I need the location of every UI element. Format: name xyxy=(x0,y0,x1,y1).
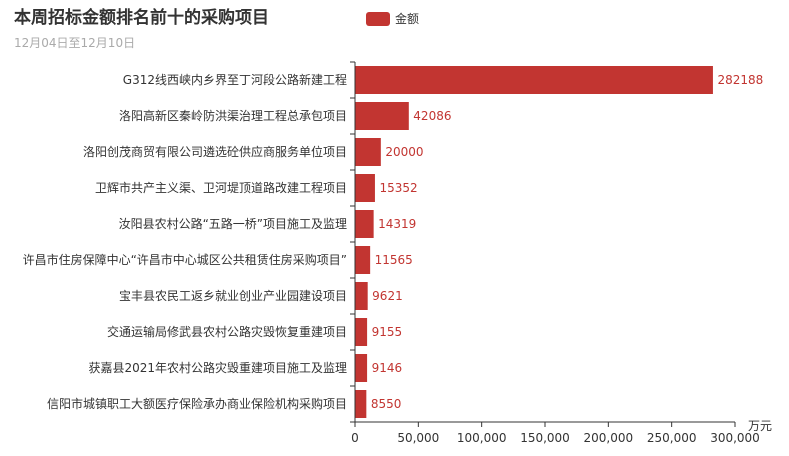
chart-subtitle: 12月04日至12月10日 xyxy=(14,36,135,50)
value-label: 282188 xyxy=(717,73,763,87)
bar[interactable] xyxy=(355,66,713,94)
category-label: 洛阳高新区秦岭防洪渠治理工程总承包项目 xyxy=(119,108,347,123)
x-tick-label: 300,000 xyxy=(710,431,760,445)
bar[interactable] xyxy=(355,282,368,310)
value-label: 8550 xyxy=(371,397,402,411)
category-label: 宝丰县农民工返乡就业创业产业园建设项目 xyxy=(119,289,347,303)
chart-title: 本周招标金额排名前十的采购项目 xyxy=(14,7,269,28)
bar[interactable] xyxy=(355,390,367,418)
value-label: 20000 xyxy=(385,145,423,159)
bar[interactable] xyxy=(355,102,409,130)
category-label: 许昌市住房保障中心“许昌市中心城区公共租赁住房采购项目” xyxy=(23,252,347,267)
bar[interactable] xyxy=(355,138,381,166)
value-label: 11565 xyxy=(375,253,413,267)
category-label: 卫辉市共产主义渠、卫河堤顶道路改建工程项目 xyxy=(95,180,347,195)
x-tick-label: 250,000 xyxy=(647,431,697,445)
value-label: 42086 xyxy=(413,109,451,123)
x-axis-name: 万元 xyxy=(748,419,772,433)
bar[interactable] xyxy=(355,318,368,346)
legend[interactable]: 金额 xyxy=(366,11,419,26)
category-label: G312线西峡内乡界至丁河段公路新建工程 xyxy=(123,72,347,87)
x-tick-label: 0 xyxy=(351,431,359,445)
value-label: 14319 xyxy=(378,217,416,231)
category-label: 获嘉县2021年农村公路灾毁重建项目施工及监理 xyxy=(88,360,347,375)
value-label: 9155 xyxy=(372,325,403,339)
x-tick-label: 50,000 xyxy=(397,431,439,445)
legend-label: 金额 xyxy=(395,11,419,26)
legend-swatch xyxy=(366,12,390,26)
x-tick-label: 150,000 xyxy=(520,431,570,445)
value-label: 15352 xyxy=(379,181,417,195)
x-tick-label: 100,000 xyxy=(457,431,507,445)
category-label: 信阳市城镇职工大额医疗保险承办商业保险机构采购项目 xyxy=(47,396,347,411)
bar[interactable] xyxy=(355,354,368,382)
category-label: 交通运输局修武县农村公路灾毁恢复重建项目 xyxy=(107,324,347,339)
value-label: 9146 xyxy=(372,361,403,375)
category-label: 洛阳创茂商贸有限公司遴选砼供应商服务单位项目 xyxy=(83,144,347,159)
x-tick-label: 200,000 xyxy=(584,431,634,445)
value-label: 9621 xyxy=(372,289,403,303)
plot-area: 0 50,000 100,000 150,000 200,000 250,000 300,0… xyxy=(23,61,763,445)
bar[interactable] xyxy=(355,210,374,238)
bar[interactable] xyxy=(355,246,371,274)
bar[interactable] xyxy=(355,174,375,202)
category-label: 汝阳县农村公路“五路一桥”项目施工及监理 xyxy=(119,216,347,231)
